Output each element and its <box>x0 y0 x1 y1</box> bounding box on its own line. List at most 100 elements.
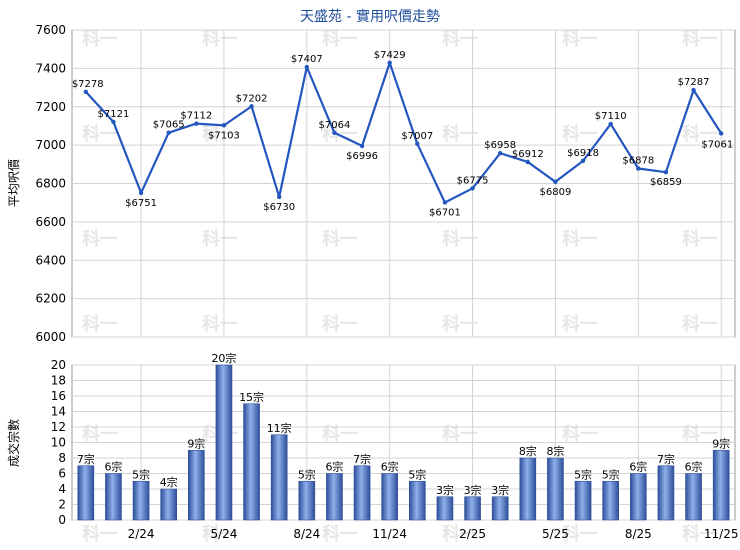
price-y-axis-label: 平均呎價 <box>7 159 21 207</box>
watermark-text: 科一 <box>82 123 118 145</box>
watermark-text: 科一 <box>322 28 358 50</box>
price-point <box>166 130 171 135</box>
volume-y-tick-label: 8 <box>58 451 66 465</box>
volume-bar-label: 6宗 <box>685 460 703 474</box>
volume-bar-label: 6宗 <box>104 460 122 474</box>
volume-bar-label: 3宗 <box>436 483 454 497</box>
price-y-tick-label: 6800 <box>35 177 66 191</box>
volume-bar <box>243 403 260 521</box>
price-point-label: $7007 <box>401 131 433 142</box>
volume-y-axis-label: 成交宗數 <box>6 419 21 467</box>
watermark-text: 科一 <box>562 423 598 445</box>
price-point <box>497 150 503 156</box>
watermark-text: 科一 <box>442 523 478 545</box>
watermark-text: 科一 <box>682 423 718 445</box>
price-point-label: $6878 <box>622 156 654 167</box>
price-point <box>470 186 475 191</box>
price-point-label: $6775 <box>457 175 489 186</box>
price-point-label: $6751 <box>125 198 157 209</box>
watermark-text: 科一 <box>562 313 598 335</box>
volume-y-tick-label: 0 <box>58 513 66 527</box>
volume-bar <box>464 496 481 521</box>
price-y-tick-label: 6000 <box>35 330 66 344</box>
watermark-text: 科一 <box>322 313 358 335</box>
volume-y-tick-label: 12 <box>51 420 66 434</box>
volume-bar-label: 4宗 <box>160 475 178 489</box>
volume-bar-label: 3宗 <box>491 483 509 497</box>
volume-bar <box>381 473 398 521</box>
watermark-text: 科一 <box>82 523 118 545</box>
price-point <box>580 158 586 164</box>
price-y-tick-label: 7200 <box>35 100 66 114</box>
x-tick-label: 5/25 <box>542 527 569 541</box>
price-point <box>636 166 641 171</box>
price-y-tick-label: 6200 <box>35 292 66 306</box>
volume-bar <box>574 480 592 521</box>
price-point-label: $6701 <box>429 207 461 218</box>
volume-bar <box>685 473 702 521</box>
price-point-label: $7112 <box>180 111 212 122</box>
volume-y-tick-label: 10 <box>51 436 66 450</box>
price-y-tick-label: 7600 <box>35 23 66 37</box>
watermark-text: 科一 <box>202 123 238 145</box>
watermark-text: 科一 <box>442 123 478 145</box>
volume-bar <box>630 473 647 521</box>
x-tick-label: 2/24 <box>128 527 155 541</box>
volume-bar-label: 11宗 <box>267 421 292 435</box>
price-point <box>221 123 227 128</box>
price-point-label: $7407 <box>291 54 323 65</box>
price-point-label: $7064 <box>319 120 351 131</box>
watermark-text: 科一 <box>682 123 718 145</box>
watermark-text: 科一 <box>82 313 118 335</box>
volume-y-tick-label: 14 <box>51 405 66 419</box>
volume-bar <box>270 434 288 521</box>
price-point <box>332 130 337 136</box>
watermark-text: 科一 <box>442 228 478 250</box>
volume-y-tick-label: 16 <box>51 389 66 403</box>
price-line-series: $7278 $7121 $6751 $7065$7112 $7103 $7202 $6730… <box>72 50 733 219</box>
x-tick-label: 5/24 <box>210 527 237 541</box>
volume-bar <box>132 480 150 521</box>
price-point <box>387 60 392 66</box>
volume-bar <box>160 488 177 521</box>
price-point <box>718 131 724 136</box>
volume-bar <box>188 449 205 521</box>
price-point-label: $7429 <box>374 50 406 61</box>
price-point <box>194 121 199 126</box>
volume-bar <box>519 457 537 521</box>
price-point <box>525 159 531 165</box>
watermark-text: 科一 <box>562 228 598 250</box>
price-point <box>304 64 310 70</box>
x-tick-label: 8/24 <box>293 527 320 541</box>
volume-bar <box>712 449 730 521</box>
price-point <box>553 179 558 184</box>
volume-bar <box>105 473 122 521</box>
watermark-text: 科一 <box>682 228 718 250</box>
watermark-text: 科一 <box>202 313 238 335</box>
price-point <box>138 190 144 196</box>
price-point-label: $7065 <box>153 120 185 131</box>
price-point-label: $7278 <box>72 79 104 90</box>
watermark-text: 科一 <box>322 423 358 445</box>
volume-bar-label: 6宗 <box>629 460 647 474</box>
x-tick-label: 11/25 <box>704 527 739 541</box>
volume-y-tick-label: 18 <box>51 374 66 388</box>
volume-y-tick-label: 20 <box>51 358 66 372</box>
price-point-label: $6859 <box>650 177 682 188</box>
x-tick-label: 11/24 <box>372 527 407 541</box>
volume-y-tick-label: 2 <box>58 498 66 512</box>
volume-bar-label: 9宗 <box>712 436 730 450</box>
volume-bar-label: 6宗 <box>381 460 399 474</box>
volume-bars: 7宗 6宗 5宗 4宗 9宗 20宗 15宗 11宗 5宗 6宗 7宗 6宗 5宗 3宗 3宗 3宗 8宗 8宗 5… <box>77 351 730 521</box>
watermark-text: 科一 <box>322 523 358 545</box>
volume-bar <box>215 364 233 521</box>
watermark-text: 科一 <box>322 228 358 250</box>
price-point-label: $7202 <box>236 93 268 104</box>
price-point-label: $7103 <box>208 130 240 141</box>
watermark-text: 科一 <box>442 28 478 50</box>
price-point-label: $7110 <box>595 111 627 122</box>
price-y-tick-label: 7400 <box>35 61 66 75</box>
volume-bar <box>409 480 426 521</box>
volume-bar <box>657 465 675 521</box>
volume-bar-label: 5宗 <box>408 467 426 481</box>
